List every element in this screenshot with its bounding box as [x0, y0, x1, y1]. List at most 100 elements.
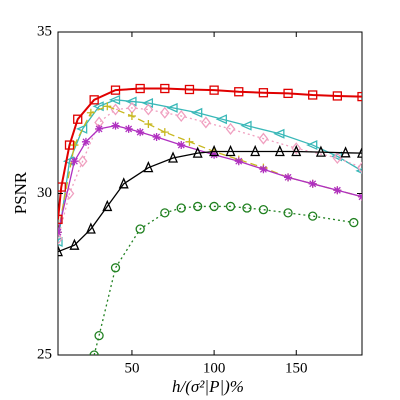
marker — [177, 141, 186, 150]
marker — [124, 124, 133, 133]
marker — [77, 155, 88, 168]
marker — [193, 201, 203, 212]
marker — [160, 83, 170, 94]
marker — [349, 217, 359, 228]
series-line — [58, 99, 362, 243]
marker — [242, 203, 252, 213]
series-line — [58, 150, 362, 253]
plot-frame — [57, 31, 363, 356]
marker — [209, 144, 220, 157]
marker — [108, 94, 121, 105]
marker — [291, 144, 302, 157]
marker — [192, 146, 203, 158]
marker — [168, 151, 179, 163]
x-tick-label: 150 — [285, 360, 308, 376]
marker — [58, 236, 63, 247]
marker — [234, 87, 244, 97]
marker — [94, 330, 104, 341]
marker — [201, 116, 211, 129]
x-tick-label: 50 — [124, 360, 139, 376]
marker — [184, 84, 195, 95]
marker — [258, 88, 269, 98]
marker — [356, 146, 362, 158]
marker — [64, 140, 75, 150]
marker — [225, 122, 236, 135]
marker — [258, 204, 269, 215]
marker — [73, 114, 83, 124]
marker — [308, 179, 317, 188]
marker — [102, 199, 113, 212]
marker — [160, 128, 169, 137]
marker — [209, 201, 219, 212]
series-line — [58, 125, 362, 233]
marker — [215, 114, 227, 125]
marker — [70, 141, 79, 150]
marker — [250, 144, 261, 157]
marker — [118, 177, 129, 189]
plot-area — [58, 83, 362, 355]
marker — [284, 173, 293, 182]
marker — [166, 102, 178, 113]
marker — [185, 137, 194, 146]
marker — [110, 85, 121, 95]
marker — [283, 88, 293, 99]
marker — [306, 140, 318, 151]
y-tick-label: 25 — [37, 346, 52, 362]
marker — [58, 214, 63, 224]
marker — [58, 182, 66, 192]
marker — [332, 91, 343, 101]
marker — [144, 120, 153, 129]
marker — [225, 144, 236, 157]
marker — [283, 208, 293, 218]
marker — [110, 263, 121, 273]
marker — [210, 150, 219, 159]
marker — [332, 151, 343, 165]
marker — [58, 232, 63, 245]
marker — [340, 146, 351, 158]
marker — [225, 201, 236, 212]
y-tick-label: 30 — [37, 185, 52, 201]
marker — [273, 128, 285, 139]
marker — [135, 83, 145, 94]
marker — [308, 211, 318, 221]
marker — [357, 91, 362, 102]
marker — [143, 161, 154, 173]
marker — [291, 142, 302, 155]
marker — [89, 350, 99, 355]
y-axis-label: PSNR — [11, 171, 30, 214]
marker — [136, 128, 145, 137]
marker — [86, 108, 95, 117]
marker — [159, 106, 170, 119]
marker — [160, 208, 170, 218]
x-axis-label: h/(σ²|P|)% — [172, 377, 244, 396]
marker — [176, 109, 187, 123]
marker — [111, 121, 120, 130]
series-line — [58, 107, 362, 239]
marker — [357, 161, 362, 174]
marker — [240, 120, 252, 131]
marker — [81, 137, 90, 146]
marker — [308, 90, 318, 100]
y-tick-label: 35 — [37, 23, 52, 39]
marker — [259, 165, 268, 174]
marker — [85, 222, 96, 234]
series-line — [58, 87, 362, 220]
marker — [191, 107, 203, 118]
marker — [95, 124, 104, 133]
marker — [274, 144, 285, 157]
marker — [152, 132, 161, 141]
marker — [103, 102, 112, 111]
marker — [58, 245, 64, 257]
marker — [209, 85, 219, 95]
marker — [234, 157, 243, 166]
marker — [89, 95, 99, 105]
marker — [258, 132, 269, 145]
x-tick-label: 100 — [203, 360, 226, 376]
marker — [176, 203, 186, 213]
marker — [315, 145, 326, 157]
marker — [143, 103, 154, 116]
marker — [127, 111, 136, 120]
marker — [135, 224, 145, 234]
